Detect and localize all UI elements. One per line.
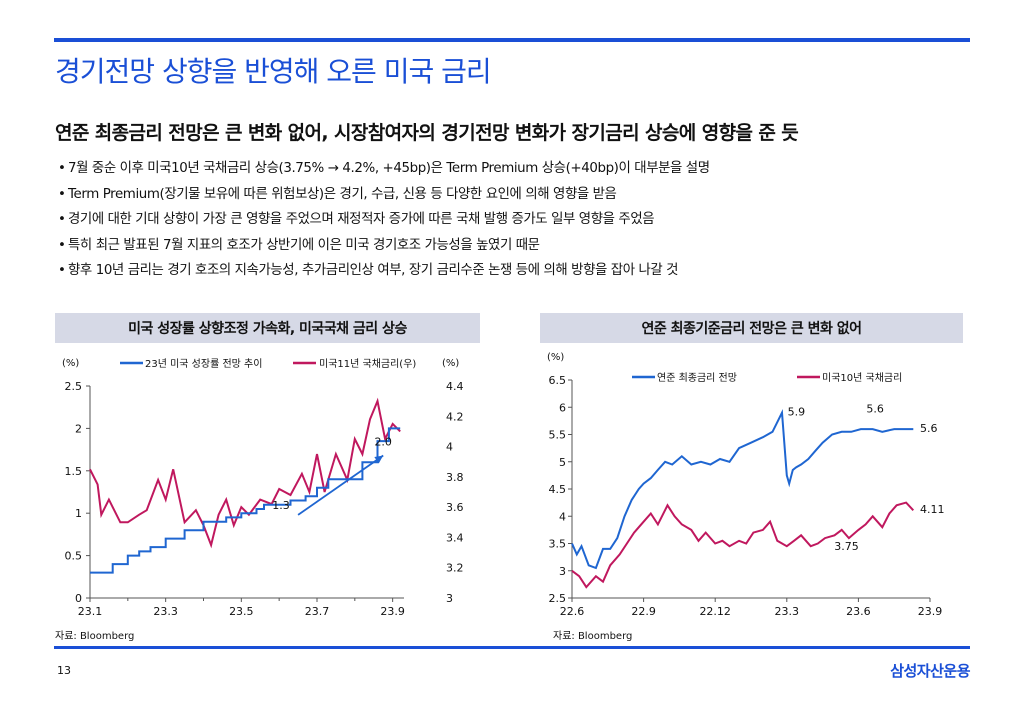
right-y-tick-label: 4.2 (446, 410, 464, 423)
annotation-peak: 5.9 (788, 405, 806, 418)
left-axis-unit: (%) (62, 358, 79, 369)
left-y-tick-label: 1 (75, 507, 82, 520)
x-tick-label: 23.6 (846, 605, 871, 615)
left-plot-area: 0 0.5 1 1.5 2 2.5 3 3.2 3.4 3.6 3.8 4 4.2 4.4 23.1 23.3… (65, 380, 464, 615)
x-tick-label: 22.9 (631, 605, 656, 615)
legend-label-yield: 미국11년 국채금리(우) (319, 358, 416, 370)
left-y-tick-label: 0 (75, 592, 82, 605)
annotation-arrow-line (297, 454, 384, 516)
legend-label-growth: 23년 미국 성장률 전망 추이 (145, 358, 262, 370)
page-number: 13 (57, 664, 71, 677)
right-y-tick-label: 3.2 (446, 562, 464, 575)
annotation-end-ust10: 4.11 (920, 503, 945, 516)
bullet-item: • Term Premium(장기물 보유에 따른 위험보상)은 경기, 수급, … (58, 182, 710, 208)
page-title: 경기전망 상향을 반영해 오른 미국 금리 (55, 55, 492, 88)
right-chart: (%) 연준 최종금리 전망 미국10년 국채금리 2.5 3 3.5 4 4.5 5 5.… (547, 352, 945, 615)
right-y-tick-label: 4 (446, 441, 453, 454)
left-source-note: 자료: Bloomberg (55, 631, 135, 642)
bullet-dot-icon: • (58, 237, 66, 253)
left-y-tick-label: 2.5 (65, 380, 83, 393)
legend-label-fed: 연준 최종금리 전망 (657, 372, 737, 384)
bullet-dot-icon: • (58, 161, 66, 176)
right-y-tick-label: 3.8 (446, 471, 464, 484)
brand-logo: 삼성자산운용 (890, 662, 970, 680)
annotation-label-end: 2.0 (374, 435, 392, 448)
y-tick-label: 4.5 (549, 483, 567, 496)
y-tick-label: 5.5 (549, 429, 567, 442)
bullet-item: • 7월 중순 이후 미국10년 국채금리 상승(3.75% → 4.2%, +4… (58, 156, 710, 182)
bullet-list: • 7월 중순 이후 미국10년 국채금리 상승(3.75% → 4.2%, +4… (58, 156, 710, 284)
right-source-note: 자료: Bloomberg (553, 631, 633, 642)
series-line-fed (571, 409, 914, 570)
top-rule (54, 38, 970, 42)
left-chart-header: 미국 성장률 상향조정 가속화, 미국국채 금리 상승 (55, 313, 480, 343)
legend-label-ust10: 미국10년 국채금리 (822, 372, 902, 384)
x-tick-label: 23.9 (380, 605, 405, 615)
bullet-dot-icon: • (58, 186, 66, 202)
right-y-tick-label: 3.4 (446, 531, 464, 544)
x-tick-label: 23.9 (918, 605, 943, 615)
right-plot-area: 2.5 3 3.5 4 4.5 5 5.5 6 6.5 22.6 22.9 22.12 23.3 23.6… (549, 374, 945, 615)
y-tick-label: 2.5 (549, 592, 567, 605)
bullet-item: • 경기에 대한 기대 상향이 가장 큰 영향을 주었으며 재정적자 증가에 따른… (58, 207, 710, 233)
bullet-text: 7월 중순 이후 미국10년 국채금리 상승(3.75% → 4.2%, +45… (68, 161, 710, 176)
bullet-dot-icon: • (58, 263, 66, 278)
y-tick-label: 3 (559, 565, 566, 578)
x-tick-label: 23.3 (153, 605, 178, 615)
y-tick-label: 4 (559, 510, 566, 523)
annotation-low: 3.75 (834, 540, 859, 553)
x-tick-label: 23.3 (775, 605, 800, 615)
x-tick-label: 22.6 (560, 605, 585, 615)
left-y-tick-label: 2 (75, 422, 82, 435)
bullet-text: Term Premium(장기물 보유에 따른 위험보상)은 경기, 수급, 신… (68, 186, 617, 202)
bullet-text: 경기에 대한 기대 상향이 가장 큰 영향을 주었으며 재정적자 증가에 따른 … (68, 212, 655, 227)
y-tick-label: 5 (559, 456, 566, 469)
series-line-yield (89, 397, 401, 549)
annotation-end-fed: 5.6 (920, 422, 938, 435)
left-chart: (%) (%) 23년 미국 성장률 전망 추이 미국11년 국채금리(우) 0… (62, 358, 464, 615)
x-tick-label: 23.5 (229, 605, 254, 615)
right-y-tick-label: 3 (446, 592, 453, 605)
annotation-mid: 5.6 (866, 403, 884, 416)
left-y-tick-label: 1.5 (65, 465, 83, 478)
bullet-text: 특히 최근 발표된 7월 지표의 호조가 상반기에 이은 미국 경기호조 가능성… (68, 237, 540, 253)
bullet-text: 향후 10년 금리는 경기 호조의 지속가능성, 추가금리인상 여부, 장기 금… (68, 263, 679, 278)
bullet-dot-icon: • (58, 212, 66, 227)
series-line-growth (90, 427, 401, 574)
x-tick-label: 22.12 (699, 605, 731, 615)
bottom-rule (54, 646, 970, 649)
y-tick-label: 6 (559, 401, 566, 414)
x-tick-label: 23.7 (305, 605, 330, 615)
y-tick-label: 6.5 (549, 374, 567, 387)
page-subtitle: 연준 최종금리 전망은 큰 변화 없어, 시장참여자의 경기전망 변화가 장기금… (55, 122, 799, 144)
bullet-item: • 향후 10년 금리는 경기 호조의 지속가능성, 추가금리인상 여부, 장기 … (58, 258, 710, 284)
right-chart-axis-unit: (%) (547, 352, 564, 363)
right-y-tick-label: 3.6 (446, 501, 464, 514)
left-y-tick-label: 0.5 (65, 550, 83, 563)
right-y-tick-label: 4.4 (446, 380, 464, 393)
x-tick-label: 23.1 (78, 605, 103, 615)
series-line-ust10 (571, 501, 915, 589)
bullet-item: • 특히 최근 발표된 7월 지표의 호조가 상반기에 이은 미국 경기호조 가능… (58, 233, 710, 259)
y-tick-label: 3.5 (549, 538, 567, 551)
right-chart-header: 연준 최종기준금리 전망은 큰 변화 없어 (540, 313, 963, 343)
right-axis-unit: (%) (442, 358, 459, 369)
annotation-label-start: 1.3 (272, 499, 290, 512)
annotation-arrow-head-icon (374, 455, 384, 464)
